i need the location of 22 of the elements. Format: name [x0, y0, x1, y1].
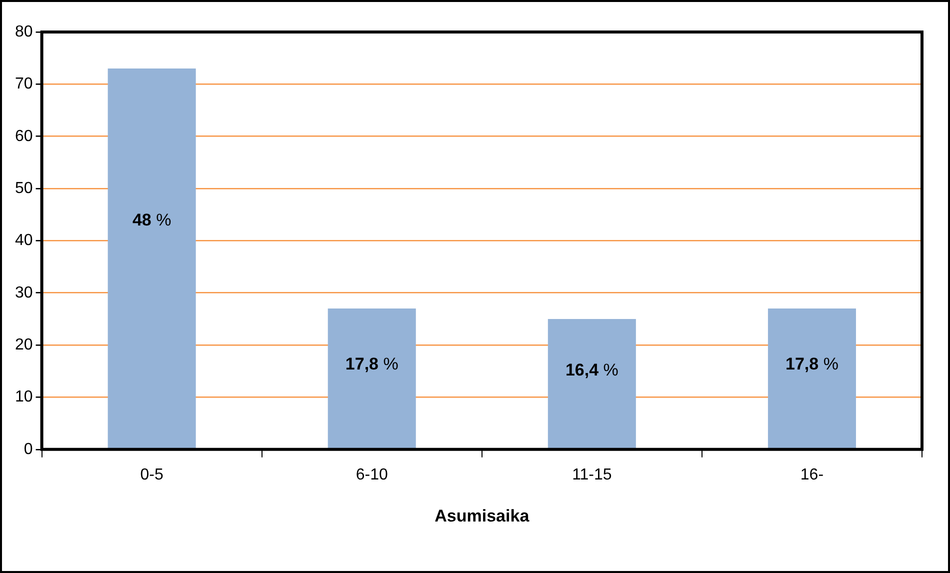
y-tick-label: 50 [15, 180, 33, 197]
bar [108, 68, 196, 449]
annotation: 17,8 % [345, 354, 398, 374]
annotation: 48 % [132, 210, 172, 230]
x-tick-label: 0-5 [140, 466, 164, 484]
y-tick-label: 70 [15, 76, 33, 93]
annotation: 17,8 % [786, 354, 838, 374]
bar [768, 308, 856, 449]
y-tick-label: 60 [15, 128, 33, 145]
x-axis-title: Asumisaika [434, 506, 530, 526]
y-tick-label: 40 [15, 232, 33, 250]
y-tick-label: 30 [15, 284, 33, 302]
bar [328, 308, 416, 449]
bar [548, 318, 636, 449]
y-tick-label: 80 [15, 23, 33, 40]
y-tick-label: 10 [15, 388, 33, 406]
x-tick-label: 11-15 [572, 466, 612, 484]
y-tick-label: 0 [24, 440, 33, 458]
y-tick-label: 20 [15, 336, 33, 354]
x-tick-label: 16- [800, 466, 824, 484]
x-tick-label: 6-10 [356, 466, 388, 484]
annotation: 16,4 % [565, 360, 618, 380]
